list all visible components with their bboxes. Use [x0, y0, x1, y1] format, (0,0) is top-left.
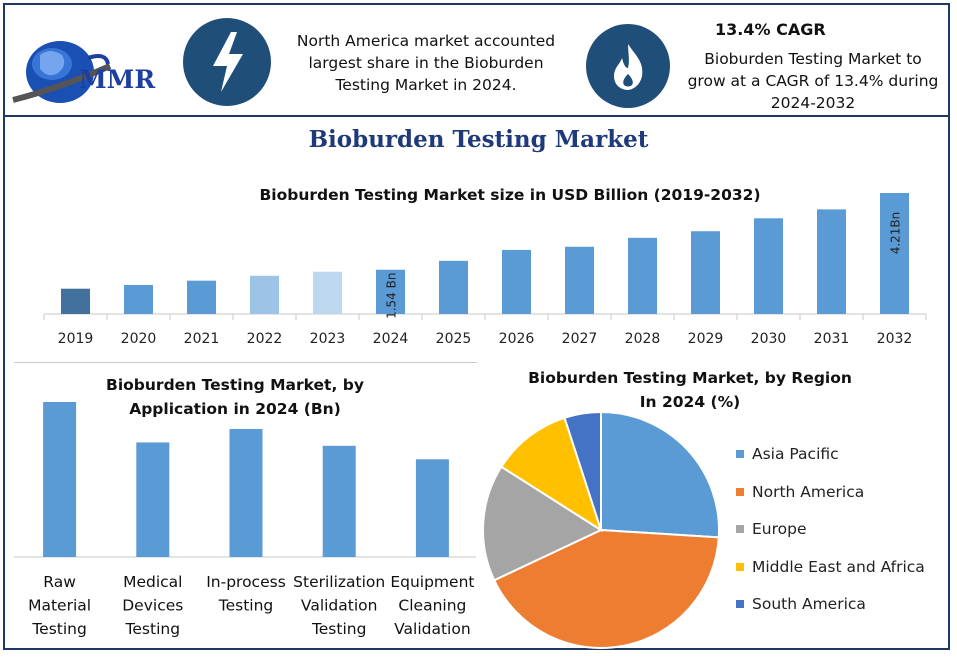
- bar: [817, 209, 846, 314]
- bar: [43, 402, 77, 557]
- legend-item: North America: [736, 482, 925, 502]
- x-tick-label: Cleaning: [398, 597, 466, 615]
- bar: [250, 275, 279, 314]
- legend-label: Middle East and Africa: [752, 557, 925, 576]
- legend-swatch: [736, 487, 744, 496]
- bar: [61, 288, 90, 314]
- info-right-line: Bioburden Testing Market to: [704, 50, 922, 68]
- panel-divider: [14, 362, 477, 363]
- x-tick-label: 2024: [373, 331, 409, 347]
- x-tick-label: Testing: [31, 620, 87, 638]
- x-tick-label: Sterilization: [293, 573, 385, 591]
- bar: [754, 218, 783, 314]
- flame-icon: [586, 24, 670, 108]
- x-tick-label: 2026: [499, 331, 535, 347]
- x-tick-label: 2019: [58, 331, 94, 347]
- header-separator: [5, 115, 948, 117]
- market-size-chart-title: Bioburden Testing Market size in USD Bil…: [259, 186, 761, 204]
- x-tick-label: 2030: [751, 331, 787, 347]
- bar: [691, 231, 720, 314]
- info-left-line: largest share in the Bioburden: [308, 54, 544, 72]
- legend-label: Asia Pacific: [752, 445, 839, 463]
- bar: [880, 193, 909, 314]
- legend-swatch: [736, 562, 744, 571]
- x-tick-label: Validation: [394, 620, 471, 638]
- main-title: Bioburden Testing Market: [308, 126, 649, 153]
- data-label: 1.54 Bn: [385, 273, 399, 319]
- region-chart-title-line: In 2024 (%): [639, 393, 741, 411]
- x-tick-label: In-process: [206, 573, 286, 591]
- x-tick-label: Testing: [125, 620, 181, 638]
- legend-label: North America: [752, 482, 865, 501]
- bar: [415, 459, 449, 557]
- pie-slice: [492, 528, 720, 649]
- bar: [229, 428, 263, 557]
- bar: [439, 260, 468, 314]
- lightning-icon: [183, 18, 271, 106]
- bar: [322, 445, 356, 557]
- pie-slice: [600, 410, 720, 539]
- x-tick-label: Devices: [122, 597, 183, 615]
- bar: [628, 237, 657, 314]
- info-left: North America market accounted largest s…: [276, 30, 576, 96]
- region-chart-title-line: Bioburden Testing Market, by Region: [528, 369, 852, 387]
- application-chart-title-line: Application in 2024 (Bn): [129, 400, 341, 418]
- data-label: 4.21Bn: [889, 212, 903, 255]
- x-tick-label: 2020: [121, 331, 157, 347]
- x-tick-label: 2028: [625, 331, 661, 347]
- x-tick-label: Equipment: [390, 573, 474, 591]
- legend-label: Europe: [752, 520, 807, 538]
- info-right-line: 2024-2032: [770, 94, 856, 112]
- legend-swatch: [736, 600, 744, 608]
- application-chart-title: Bioburden Testing Market, by Application…: [40, 373, 430, 421]
- x-tick-label: Testing: [311, 620, 367, 638]
- x-tick-label: 2031: [814, 331, 850, 347]
- x-tick-label: 2023: [310, 331, 346, 347]
- legend-item: Asia Pacific: [736, 444, 925, 464]
- bar: [124, 284, 153, 314]
- legend-swatch: [736, 450, 744, 458]
- bar: [187, 280, 216, 314]
- bar: [565, 246, 594, 314]
- x-tick-label: Validation: [301, 597, 378, 615]
- logo-text: MMR: [79, 65, 156, 94]
- legend-item: Europe: [736, 519, 925, 539]
- info-left-line: Testing Market in 2024.: [335, 76, 517, 94]
- application-chart-title-line: Bioburden Testing Market, by: [106, 376, 364, 394]
- x-tick-label: 2032: [877, 331, 913, 347]
- legend-swatch: [736, 525, 744, 533]
- pie-slice: [563, 410, 602, 531]
- bar: [313, 271, 342, 314]
- pie-slice: [482, 465, 604, 582]
- info-right: Bioburden Testing Market to grow at a CA…: [674, 48, 952, 114]
- x-tick-label: 2029: [688, 331, 724, 347]
- bar: [502, 249, 531, 314]
- x-tick-label: 2022: [247, 331, 283, 347]
- x-tick-label: Material: [28, 597, 91, 615]
- region-chart-title: Bioburden Testing Market, by Region In 2…: [495, 366, 885, 414]
- legend-label: South America: [752, 595, 866, 613]
- pie-slice: [499, 416, 603, 533]
- legend-item: South America: [736, 594, 925, 614]
- x-tick-label: Medical: [123, 573, 182, 591]
- bar: [136, 442, 170, 557]
- region-legend: Asia Pacific North America Europe Middle Ea…: [736, 444, 925, 632]
- x-tick-label: 2021: [184, 331, 220, 347]
- x-tick-label: 2027: [562, 331, 598, 347]
- x-tick-label: 2025: [436, 331, 472, 347]
- cagr-title: 13.4% CAGR: [715, 20, 826, 39]
- info-right-line: grow at a CAGR of 13.4% during: [687, 72, 939, 90]
- bar: [376, 269, 405, 314]
- x-tick-label: Testing: [218, 597, 274, 615]
- x-tick-label: Raw: [43, 573, 76, 591]
- info-left-line: North America market accounted: [296, 32, 556, 50]
- legend-item: Middle East and Africa: [736, 557, 925, 577]
